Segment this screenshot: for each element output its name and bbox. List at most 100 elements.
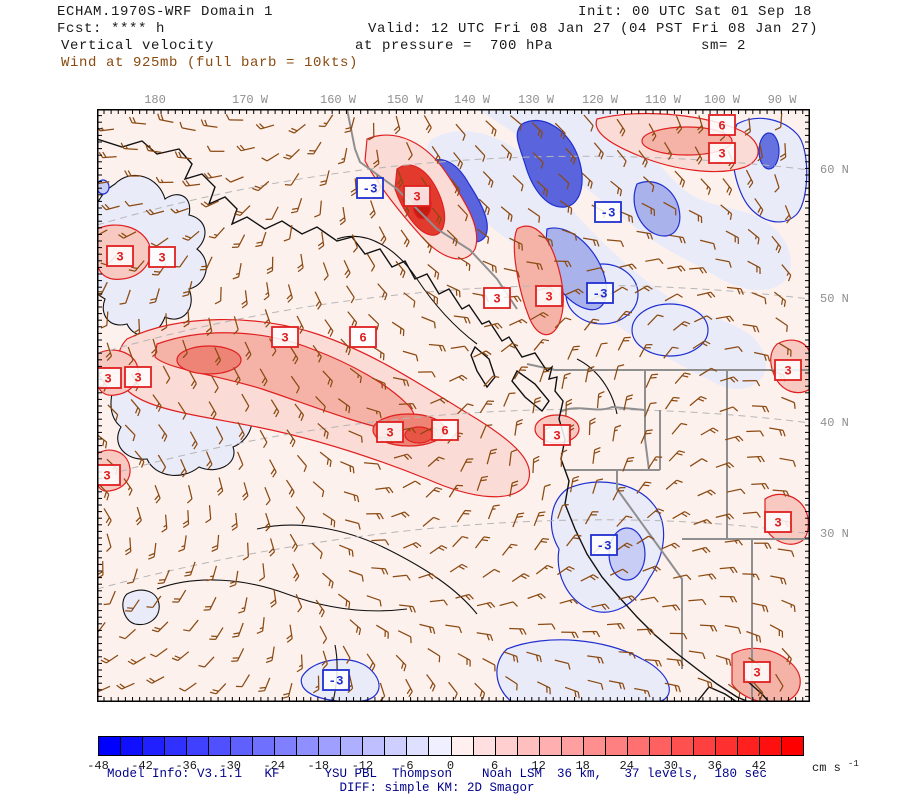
wind-barb [211, 534, 220, 552]
wind-barb [395, 654, 407, 672]
wind-barb [513, 366, 528, 380]
wind-barb [215, 426, 224, 445]
wind-barb [774, 174, 780, 193]
wind-barb [746, 630, 762, 643]
wind-barb [446, 229, 458, 247]
wind-barb [242, 542, 249, 561]
wind-barb [668, 450, 685, 462]
wind-barb [744, 117, 751, 136]
svg-text:3: 3 [493, 293, 501, 307]
wind-barb [592, 446, 601, 464]
wind-barb [530, 311, 549, 321]
wind-barb [616, 118, 626, 137]
wind-barb [746, 430, 765, 437]
wind-barb [512, 174, 524, 192]
wind-barb [182, 281, 193, 297]
wind-barb [171, 651, 190, 662]
wind-barb [449, 563, 468, 573]
wind-barb [754, 198, 764, 216]
wind-barb [429, 599, 448, 606]
wind-barb [587, 679, 604, 690]
wind-barb [258, 563, 266, 582]
wind-barb [430, 397, 449, 405]
wind-barb [210, 683, 227, 695]
wind-barb [781, 599, 796, 613]
contour-label: 3 [483, 287, 511, 309]
colorbar-cell [692, 736, 716, 756]
wind-barb [642, 176, 655, 193]
wind-barb [157, 113, 174, 123]
wind-barb [726, 286, 744, 295]
wind-barb [237, 421, 245, 441]
svg-text:-3: -3 [592, 288, 607, 302]
wind-barb [135, 506, 142, 526]
colorbar-cell [538, 736, 562, 756]
colorbar-cell [714, 736, 738, 756]
wind-barb [538, 234, 554, 247]
wind-barb [236, 144, 255, 152]
wind-barb [483, 375, 500, 387]
wind-barb [403, 541, 422, 549]
wind-barb [777, 548, 795, 558]
wind-barb [98, 483, 110, 501]
colorbar-cell [428, 736, 452, 756]
wind-barb [510, 115, 522, 131]
wind-barb [692, 546, 711, 554]
colorbar-tick-label: 36 [707, 759, 723, 773]
wind-barb [427, 648, 441, 663]
wind-barb [283, 224, 293, 242]
wind-barb [339, 544, 354, 557]
wind-barb [606, 239, 625, 248]
wind-barb [727, 488, 746, 495]
wind-barb [428, 343, 446, 352]
wind-barb [561, 372, 571, 389]
wind-barb [396, 169, 404, 188]
wind-barb [296, 315, 304, 334]
wind-barb [751, 292, 767, 305]
wind-barb [181, 180, 201, 187]
wind-barb [429, 545, 448, 555]
wind-barb [264, 513, 271, 532]
wind-barb [311, 542, 323, 560]
pressure-level-label: at pressure = 700 hPa [355, 38, 554, 54]
wind-barb [285, 479, 295, 498]
wind-barb [567, 345, 580, 360]
wind-barb [564, 686, 580, 699]
latitude-label: 40 N [820, 416, 849, 430]
wind-barb [312, 675, 320, 694]
wind-barb [342, 645, 351, 664]
wind-barb [256, 617, 265, 635]
wind-barb [178, 535, 187, 553]
wind-barb [644, 658, 662, 667]
model-title: ECHAM.1970S-WRF Domain 1 [57, 4, 274, 20]
wind-barb [781, 264, 792, 282]
wind-barb [295, 506, 306, 524]
wind-barb [727, 683, 741, 699]
longitude-label: 120 W [581, 93, 619, 107]
wind-barb [688, 598, 707, 606]
wind-barb [618, 651, 636, 659]
wind-barb [696, 291, 716, 299]
wind-barb [296, 654, 303, 673]
svg-text:3: 3 [784, 365, 792, 379]
init-time-label: Init: 00 UTC Sat 01 Sep 18 [578, 4, 813, 20]
wind-barb [366, 595, 382, 607]
wind-barb [286, 429, 296, 448]
wind-barb [395, 260, 406, 279]
wind-barb [124, 170, 142, 177]
wind-barb [582, 237, 600, 247]
svg-text:3: 3 [753, 667, 761, 681]
wind-barb [125, 599, 140, 612]
wind-barb [747, 455, 765, 463]
wind-barb [742, 379, 761, 387]
wind-barb [724, 539, 743, 546]
contour-label: -3 [356, 177, 384, 199]
wind-barb [231, 234, 246, 248]
wind-barb [512, 512, 525, 528]
wind-barb [669, 234, 686, 244]
wind-barb [500, 342, 519, 353]
wind-barb [583, 114, 594, 132]
colorbar-units: cm s -1 [812, 759, 859, 775]
wind-barb [554, 260, 572, 268]
wind-barb [715, 654, 732, 666]
